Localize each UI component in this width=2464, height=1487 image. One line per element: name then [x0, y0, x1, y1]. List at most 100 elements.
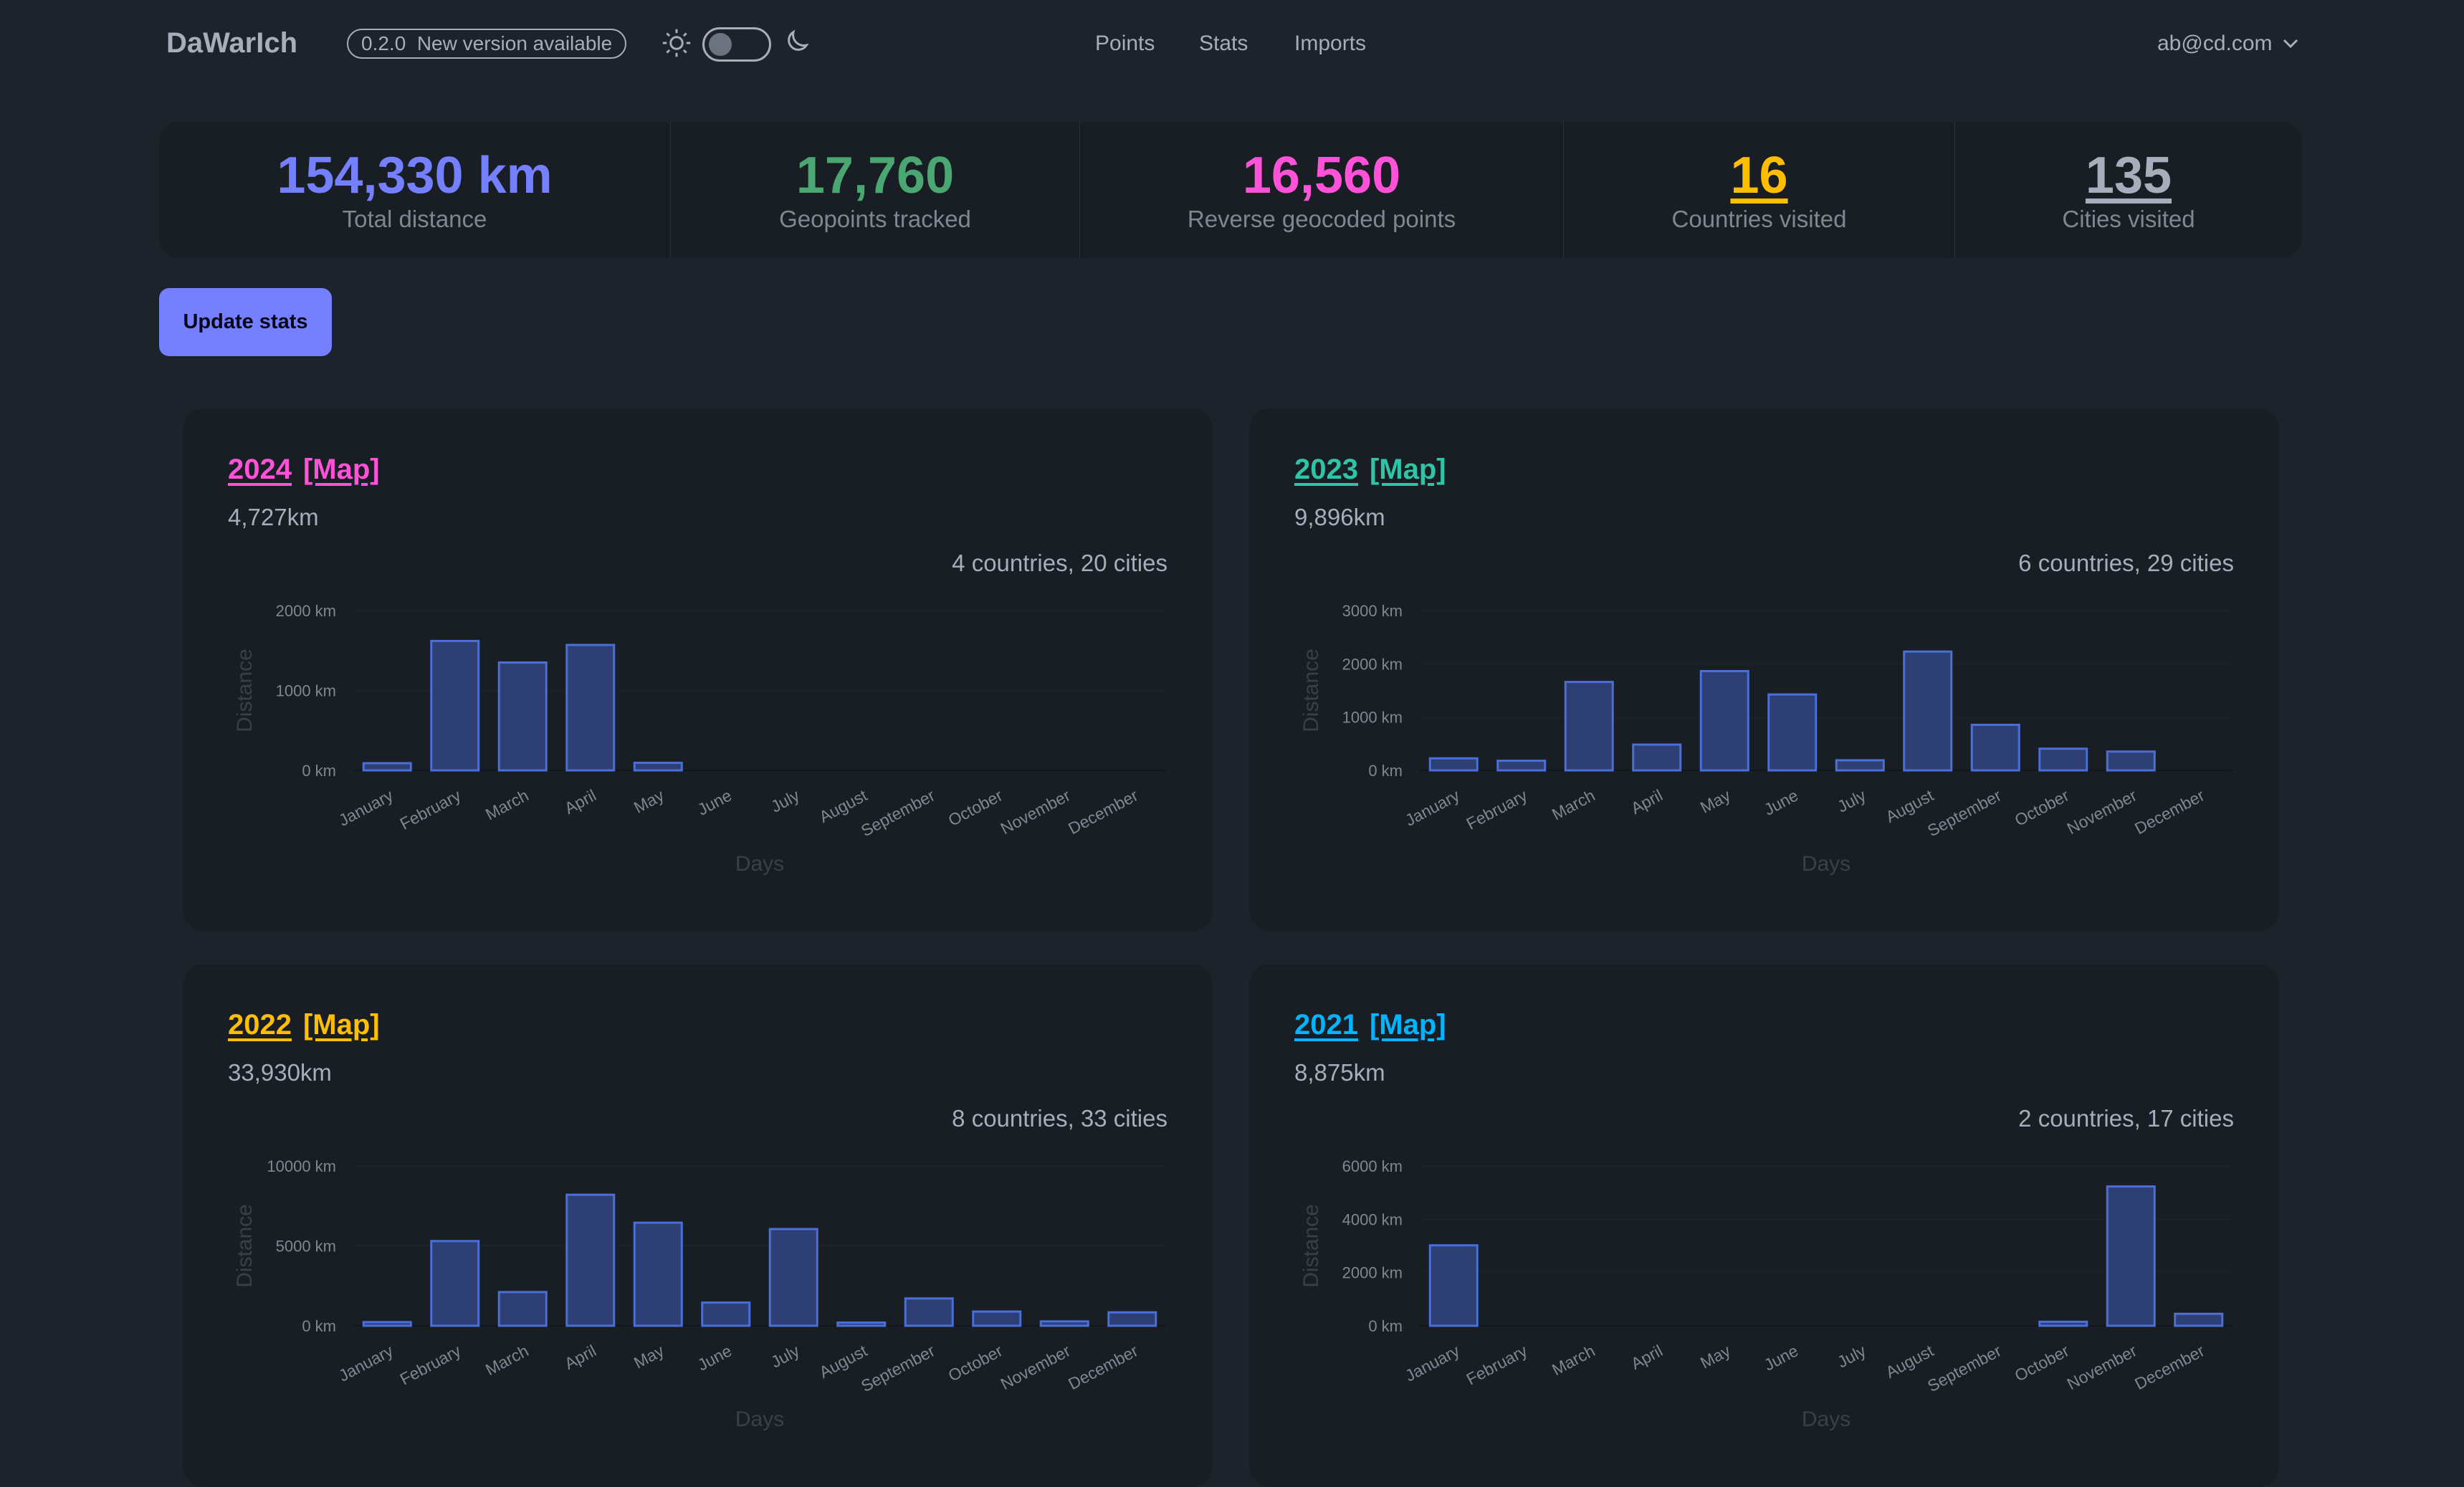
sun-icon	[662, 29, 691, 57]
x-axis-title: Days	[1802, 1407, 1851, 1431]
x-tick-label: April	[1628, 1341, 1666, 1373]
bar-october	[2038, 1320, 2088, 1327]
stat-label: Countries visited	[1671, 206, 1847, 232]
x-tick-label: February	[397, 1341, 464, 1388]
year-distance: 9,896km	[1294, 504, 1385, 530]
stat-countries: 16 Countries visited	[1564, 122, 1955, 258]
nav-imports[interactable]: Imports	[1294, 32, 1367, 55]
x-tick-label: April	[561, 1341, 599, 1373]
bar-may	[633, 1221, 683, 1327]
version-badge[interactable]: 0.2.0 New version available	[347, 29, 627, 59]
x-tick-label: May	[631, 1341, 667, 1372]
map-link[interactable]: [Map]	[1369, 1009, 1446, 1041]
bar-september	[1970, 723, 2020, 772]
x-tick-label: July	[1834, 1341, 1869, 1371]
x-tick-label: October	[945, 1341, 1006, 1385]
stat-value: 154,330 km	[277, 147, 553, 204]
y-tick-label: 4000 km	[1342, 1210, 1403, 1228]
x-tick-label: April	[561, 785, 599, 818]
x-tick-label: June	[694, 785, 735, 818]
y-axis-title: Distance	[233, 649, 257, 732]
nav-stats[interactable]: Stats	[1199, 32, 1248, 55]
bar-january	[362, 1321, 412, 1327]
map-link[interactable]: [Map]	[302, 454, 380, 485]
y-axis-title: Distance	[1299, 1204, 1323, 1288]
bar-march	[497, 661, 548, 772]
y-axis-title: Distance	[233, 1204, 257, 1288]
stat-value: 17,760	[796, 147, 955, 204]
bar-february	[1496, 760, 1547, 772]
stat-total-distance: 154,330 km Total distance	[159, 122, 671, 258]
user-menu[interactable]: ab@cd.com	[2157, 32, 2298, 56]
x-tick-label: January	[335, 785, 396, 830]
bar-april	[565, 644, 616, 772]
y-tick-label: 5000 km	[276, 1238, 336, 1256]
stat-label: Geopoints tracked	[779, 206, 971, 232]
bar-june	[1767, 693, 1818, 772]
x-tick-label: October	[2012, 785, 2073, 830]
year-link[interactable]: 2021	[1294, 1009, 1358, 1041]
x-tick-label: May	[631, 785, 667, 817]
nav-points[interactable]: Points	[1095, 32, 1155, 55]
y-tick-label: 3000 km	[1342, 602, 1403, 620]
x-tick-label: March	[482, 785, 532, 823]
y-tick-label: 0 km	[302, 1317, 336, 1335]
bar-july	[768, 1228, 818, 1327]
bar-december	[1107, 1311, 1157, 1327]
year-card-2024: 2024 [Map] 4,727km 4 countries, 20 cities…	[183, 408, 1213, 932]
stat-cities: 135 Cities visited	[1955, 122, 2302, 258]
x-tick-label: July	[1834, 785, 1869, 816]
stat-reverse-geocoded: 16,560 Reverse geocoded points	[1080, 122, 1564, 258]
theme-toggle[interactable]	[702, 27, 771, 62]
cities-link[interactable]: 135	[2085, 147, 2172, 204]
x-tick-label: January	[335, 1341, 396, 1385]
x-tick-label: February	[1463, 1341, 1531, 1388]
x-tick-label: December	[2131, 785, 2207, 838]
year-link[interactable]: 2023	[1294, 454, 1358, 485]
y-tick-label: 2000 km	[1342, 1264, 1403, 1282]
moon-icon	[788, 29, 809, 51]
bar-august	[1903, 650, 1953, 772]
stat-label: Cities visited	[2062, 206, 2195, 232]
bar-april	[565, 1193, 616, 1327]
x-tick-label: November	[998, 785, 1074, 838]
year-title: 2022 [Map]	[228, 1009, 391, 1041]
year-countries-cities: 8 countries, 33 cities	[952, 1105, 1167, 1132]
stat-geopoints: 17,760 Geopoints tracked	[671, 122, 1080, 258]
bar-march	[497, 1291, 548, 1327]
x-tick-label: December	[1065, 785, 1141, 838]
user-email: ab@cd.com	[2157, 32, 2273, 55]
map-link[interactable]: [Map]	[302, 1009, 380, 1041]
x-tick-label: December	[2131, 1341, 2207, 1393]
x-tick-label: November	[2064, 785, 2140, 838]
year-title: 2023 [Map]	[1294, 454, 1458, 486]
bar-january	[362, 762, 412, 772]
x-tick-label: October	[945, 785, 1006, 830]
bar-june	[701, 1301, 751, 1327]
x-tick-label: August	[816, 785, 871, 826]
y-tick-label: 6000 km	[1342, 1157, 1403, 1175]
map-link[interactable]: [Map]	[1369, 454, 1446, 485]
year-countries-cities: 6 countries, 29 cities	[2018, 550, 2234, 576]
app-logo[interactable]: DaWarIch	[166, 27, 298, 59]
y-tick-label: 0 km	[1368, 1317, 1403, 1335]
x-tick-label: September	[1924, 1341, 2005, 1395]
x-axis-title: Days	[735, 1407, 784, 1431]
bar-september	[904, 1297, 954, 1327]
y-tick-label: 10000 km	[267, 1157, 336, 1175]
y-tick-label: 0 km	[1368, 762, 1403, 780]
x-tick-label: December	[1065, 1341, 1141, 1393]
x-tick-label: September	[858, 785, 938, 840]
x-tick-label: February	[397, 785, 464, 833]
year-distance: 8,875km	[1294, 1059, 1385, 1086]
x-tick-label: March	[1549, 785, 1598, 823]
countries-link[interactable]: 16	[1730, 147, 1788, 204]
bar-may	[1699, 669, 1749, 772]
bar-october	[972, 1310, 1022, 1327]
update-stats-button[interactable]: Update stats	[159, 288, 332, 356]
year-link[interactable]: 2022	[228, 1009, 292, 1041]
bar-december	[2174, 1312, 2224, 1327]
year-link[interactable]: 2024	[228, 454, 292, 485]
bar-may	[633, 761, 683, 772]
x-tick-label: July	[768, 1341, 803, 1371]
